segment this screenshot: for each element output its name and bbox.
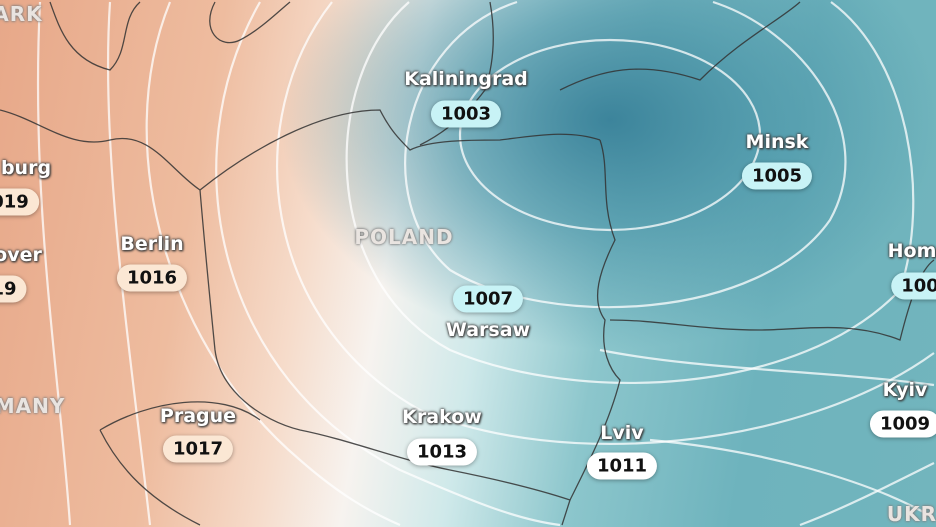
isobar — [404, 0, 847, 309]
isobar — [458, 38, 762, 232]
city-label-lviv[interactable]: Lviv — [600, 422, 644, 444]
isobar — [649, 438, 935, 519]
isobar — [145, 1, 401, 527]
isobar — [276, 1, 935, 446]
pressure-badge-hanover[interactable]: 19 — [0, 275, 27, 303]
pressure-badge-kyiv[interactable]: 1009 — [869, 410, 936, 438]
city-label-kaliningrad[interactable]: Kaliningrad — [404, 68, 528, 90]
isobar — [215, 1, 561, 527]
isobar — [799, 462, 935, 527]
pressure-badge-prague[interactable]: 1017 — [162, 435, 234, 463]
pressure-badge-kaliningrad[interactable]: 1003 — [430, 100, 502, 128]
city-label-minsk[interactable]: Minsk — [745, 131, 809, 153]
isobar — [36, 1, 72, 526]
country-label-germany: MANY — [0, 394, 66, 418]
isobar — [599, 348, 935, 387]
pressure-badge-minsk[interactable]: 1005 — [741, 162, 813, 190]
city-label-berlin[interactable]: Berlin — [120, 233, 184, 255]
pressure-badge-krakow[interactable]: 1013 — [406, 438, 478, 466]
city-label-kyiv[interactable]: Kyiv — [882, 379, 928, 401]
border — [559, 1, 801, 91]
country-label-denmark: ARK — [0, 2, 43, 26]
coastline — [0, 109, 601, 191]
country-label-ukraine: UKR — [886, 502, 936, 526]
border — [99, 401, 261, 526]
city-label-warsaw[interactable]: Warsaw — [445, 319, 531, 341]
country-label-poland: POLAND — [354, 225, 454, 249]
border — [609, 259, 935, 341]
coastline — [49, 1, 141, 71]
isobar — [106, 1, 152, 526]
pressure-badge-warsaw[interactable]: 1007 — [452, 285, 524, 313]
city-label-hanover[interactable]: over — [0, 244, 42, 266]
border — [569, 139, 621, 501]
city-label-krakow[interactable]: Krakow — [402, 406, 482, 428]
city-label-prague[interactable]: Prague — [159, 405, 237, 427]
coastline — [419, 1, 494, 146]
border — [199, 189, 571, 526]
pressure-badge-hamburg[interactable]: 019 — [0, 188, 39, 216]
pressure-badge-homel[interactable]: 100 — [891, 272, 936, 300]
city-label-homel[interactable]: Hom — [887, 240, 936, 262]
pressure-badge-berlin[interactable]: 1016 — [116, 264, 188, 292]
city-label-hamburg[interactable]: burg — [0, 157, 52, 179]
isobar — [345, 1, 915, 385]
pressure-badge-lviv[interactable]: 1011 — [586, 452, 658, 480]
coastline — [209, 1, 291, 44]
